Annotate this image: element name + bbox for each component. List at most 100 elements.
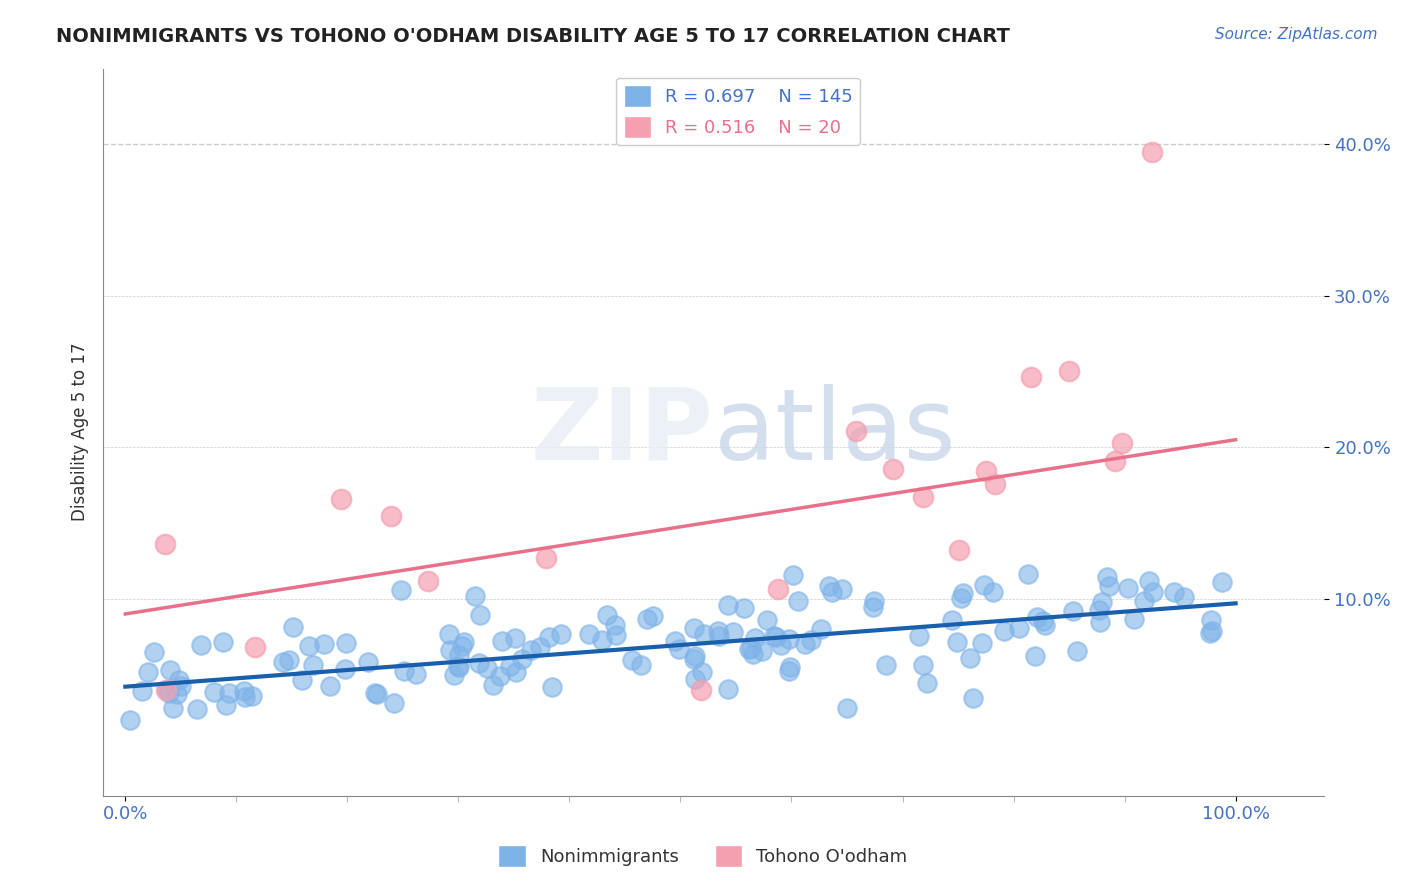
Point: [723, 624, 745, 639]
Point: [949, 591, 972, 606]
Point: [818, 579, 841, 593]
Point: [778, 632, 800, 647]
Point: [1019, 369, 1042, 384]
Point: [453, 635, 475, 649]
Point: [366, 687, 388, 701]
Point: [380, 508, 402, 523]
Point: [475, 661, 498, 675]
Point: [240, 689, 263, 703]
Point: [959, 651, 981, 665]
Point: [630, 658, 652, 673]
Point: [416, 574, 439, 589]
Point: [779, 660, 801, 674]
Point: [762, 629, 785, 643]
Point: [157, 686, 180, 700]
Point: [800, 632, 823, 647]
Point: [278, 653, 301, 667]
Point: [620, 652, 643, 666]
Point: [405, 667, 427, 681]
Point: [1066, 643, 1088, 657]
Point: [233, 684, 256, 698]
Point: [302, 657, 325, 672]
Point: [641, 609, 664, 624]
Point: [973, 578, 995, 592]
Point: [596, 607, 619, 622]
Point: [875, 658, 897, 673]
Point: [489, 668, 512, 682]
Point: [1062, 604, 1084, 618]
Point: [1116, 581, 1139, 595]
Point: [912, 658, 935, 673]
Point: [364, 686, 387, 700]
Point: [155, 682, 177, 697]
Point: [1035, 618, 1057, 632]
Point: [778, 664, 800, 678]
Text: ZIP: ZIP: [531, 384, 714, 481]
Point: [1123, 612, 1146, 626]
Point: [1142, 585, 1164, 599]
Point: [740, 640, 762, 655]
Point: [215, 698, 238, 713]
Text: atlas: atlas: [714, 384, 956, 481]
Point: [550, 627, 572, 641]
Point: [578, 627, 600, 641]
Point: [467, 657, 489, 671]
Point: [882, 462, 904, 476]
Point: [591, 632, 613, 647]
Point: [1133, 594, 1156, 608]
Point: [941, 613, 963, 627]
Point: [970, 636, 993, 650]
Point: [1088, 602, 1111, 616]
Text: NONIMMIGRANTS VS TOHONO O'ODHAM DISABILITY AGE 5 TO 17 CORRELATION CHART: NONIMMIGRANTS VS TOHONO O'ODHAM DISABILI…: [56, 27, 1010, 45]
Point: [1104, 454, 1126, 468]
Point: [329, 492, 352, 507]
Point: [742, 647, 765, 661]
Point: [1098, 579, 1121, 593]
Point: [952, 586, 974, 600]
Point: [1111, 435, 1133, 450]
Point: [449, 648, 471, 662]
Point: [1211, 575, 1233, 590]
Point: [862, 594, 884, 608]
Point: [912, 490, 935, 504]
Point: [153, 537, 176, 551]
Point: [312, 637, 335, 651]
Point: [449, 660, 471, 674]
Point: [1026, 609, 1049, 624]
Point: [1163, 584, 1185, 599]
Point: [450, 639, 472, 653]
Point: [159, 664, 181, 678]
Point: [335, 662, 357, 676]
Point: [529, 640, 551, 654]
Point: [218, 686, 240, 700]
Point: [443, 668, 465, 682]
Point: [782, 567, 804, 582]
Point: [907, 629, 929, 643]
Point: [915, 676, 938, 690]
Point: [481, 677, 503, 691]
Point: [733, 601, 755, 615]
Point: [281, 620, 304, 634]
Point: [503, 631, 526, 645]
Point: [810, 622, 832, 636]
Point: [683, 621, 706, 635]
Point: [505, 665, 527, 680]
Point: [605, 628, 627, 642]
Point: [170, 679, 193, 693]
Point: [510, 652, 533, 666]
Point: [394, 664, 416, 678]
Point: [212, 635, 235, 649]
Point: [233, 690, 256, 704]
Point: [1091, 594, 1114, 608]
Point: [464, 589, 486, 603]
Point: [692, 665, 714, 679]
Point: [243, 640, 266, 655]
Point: [190, 638, 212, 652]
Point: [138, 665, 160, 680]
Point: [1031, 614, 1053, 628]
Point: [537, 630, 560, 644]
Point: [186, 702, 208, 716]
Legend: R = 0.697    N = 145, R = 0.516    N = 20: R = 0.697 N = 145, R = 0.516 N = 20: [616, 78, 860, 145]
Point: [707, 628, 730, 642]
Point: [1059, 364, 1081, 378]
